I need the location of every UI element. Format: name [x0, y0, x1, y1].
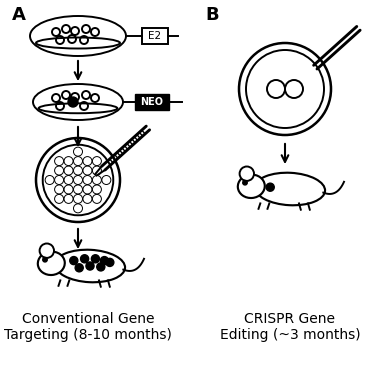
Circle shape: [266, 183, 274, 191]
Circle shape: [91, 255, 99, 263]
Ellipse shape: [255, 173, 325, 205]
Ellipse shape: [38, 252, 65, 275]
Ellipse shape: [238, 175, 265, 198]
Circle shape: [86, 262, 94, 270]
Circle shape: [239, 43, 331, 135]
Text: B: B: [205, 6, 219, 24]
Circle shape: [243, 180, 247, 185]
Circle shape: [100, 257, 108, 265]
Circle shape: [106, 258, 114, 266]
Circle shape: [240, 166, 254, 181]
Text: E2: E2: [149, 31, 162, 41]
Circle shape: [40, 243, 54, 258]
Circle shape: [75, 264, 83, 272]
Text: NEO: NEO: [141, 97, 163, 107]
Text: CRISPR Gene
Editing (~3 months): CRISPR Gene Editing (~3 months): [220, 312, 360, 342]
Ellipse shape: [55, 250, 125, 282]
Circle shape: [68, 97, 78, 107]
Text: A: A: [12, 6, 26, 24]
Circle shape: [97, 263, 105, 271]
Circle shape: [81, 255, 89, 263]
Circle shape: [70, 257, 78, 265]
FancyBboxPatch shape: [142, 28, 168, 44]
Text: Conventional Gene
Targeting (8-10 months): Conventional Gene Targeting (8-10 months…: [4, 312, 172, 342]
Circle shape: [43, 257, 47, 262]
Bar: [135, 94, 169, 110]
